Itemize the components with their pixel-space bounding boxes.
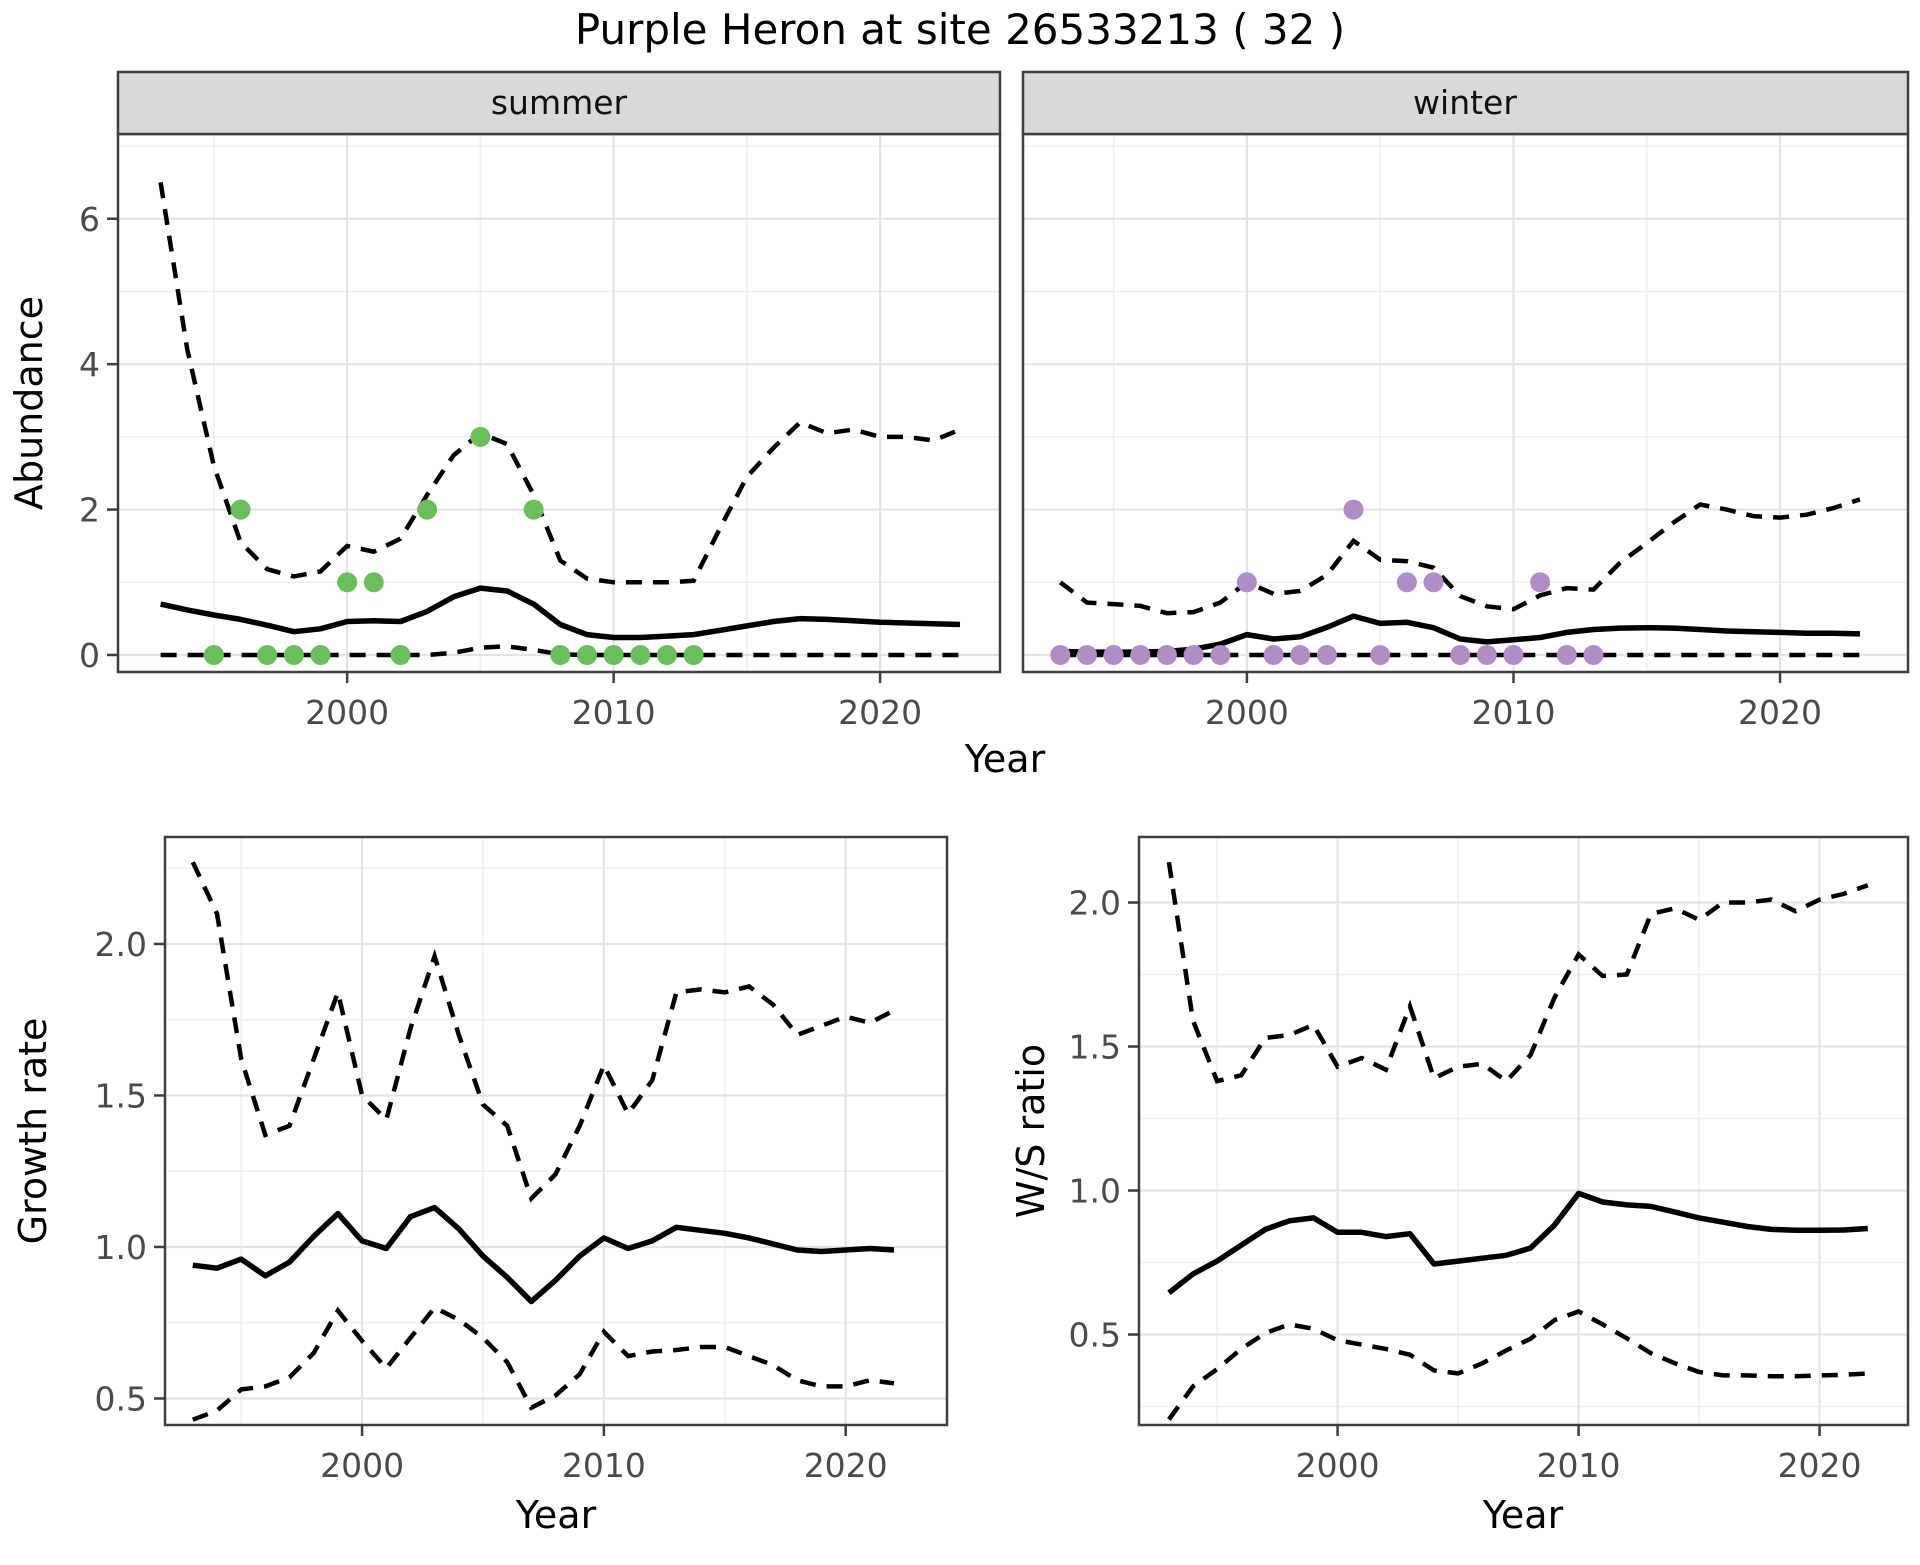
observation-point [310,645,331,665]
panel-border [1137,835,1910,1427]
x-tick-label: 2010 [1537,1446,1621,1485]
observation-point [683,645,704,665]
x-axis-title-year-growth: Year [515,1493,597,1537]
x-tick-label: 2020 [1778,1446,1862,1485]
observation-point [230,499,251,520]
panel-background [165,837,947,1425]
strip-label-winter: winter [1413,83,1517,122]
observation-point [1396,572,1417,593]
mean-line [192,1204,895,1305]
upper-ci-line [1058,497,1861,616]
observation-point [1103,645,1124,665]
y-tick-label: 1.5 [95,1076,147,1115]
strip-rect-summer [116,70,1002,136]
y-tick-label: 1.0 [1069,1172,1121,1211]
y-tick-label: 0.5 [95,1379,147,1418]
x-tick-label: 2020 [1738,693,1822,732]
observation-point [1263,645,1284,665]
strip-rect-winter [1021,70,1910,136]
y-tick-label: 6 [79,200,100,239]
observation-point [257,645,278,665]
observation-point [1423,572,1444,593]
y-tick-label: 2.0 [95,925,147,964]
observation-point [363,572,384,593]
observation-point [1583,645,1604,665]
x-axis-title-year-top: Year [964,737,1046,781]
y-axis-title-growth-rate: Growth rate [11,1018,55,1245]
observation-point [577,645,597,665]
observation-point [203,645,224,665]
observation-point [630,645,651,665]
x-tick-label: 2010 [572,693,656,732]
y-tick-label: 1.5 [1069,1028,1121,1067]
observation-point [523,499,544,520]
panel-ws-ratio: 2000 2010 2020 0.5 1.0 1.5 2.0 [1069,835,1910,1485]
mean-line [1167,1190,1868,1295]
panel-background [1023,134,1908,672]
observation-point [1503,645,1524,665]
y-tick-label: 2 [79,491,100,530]
observation-point [1236,572,1257,593]
observation-point [337,572,358,593]
y-tick-label: 2.0 [1069,884,1121,923]
panel-background [1139,837,1908,1425]
observation-point [1316,645,1337,665]
x-tick-label: 2010 [562,1446,646,1485]
observation-point [603,645,624,665]
observation-point [1370,645,1391,665]
strip-label-summer: summer [491,83,628,122]
y-tick-label: 4 [79,345,100,384]
x-tick-label: 2000 [1205,693,1289,732]
observation-point [1450,645,1471,665]
observation-point [656,645,677,665]
lower-ci-line [1167,1309,1868,1421]
y-axis-title-ws-ratio: W/S ratio [1009,1044,1053,1218]
observation-point [1556,645,1577,665]
upper-ci-line [158,182,961,585]
x-tick-label: 2000 [1296,1446,1380,1485]
panel-growth-rate: 2000 2010 2020 0.5 1.0 1.5 2.0 [95,835,949,1485]
upper-ci-line [1166,861,1869,1085]
y-tick-label: 0.5 [1069,1316,1121,1355]
observation-point [390,645,411,665]
panel-background [118,134,1000,672]
observation-point [1077,645,1097,665]
observation-point [550,645,571,665]
observation-point [1156,645,1177,665]
y-tick-label: 1.0 [95,1228,147,1267]
panels-layer: 2000 2010 2020 0 2 4 6 2000 2010 2020 2000 2010 2020… [79,132,1910,1485]
panel-abundance-summer: 2000 2010 2020 0 2 4 6 [79,132,1002,732]
y-axis-title-abundance: Abundance [7,296,51,510]
observation-point [417,499,438,520]
figure-title: Purple Heron at site 26533213 ( 32 ) [575,5,1345,54]
observation-point [470,426,491,447]
observation-point [1210,645,1231,665]
lower-ci-line [192,1304,895,1422]
x-axis-title-year-ws: Year [1482,1493,1564,1537]
panel-border [163,835,949,1427]
mean-line [160,585,961,641]
observation-point [1130,645,1151,665]
observation-point [1183,645,1204,665]
observation-point [1290,645,1311,665]
observation-point [1050,645,1071,665]
x-tick-label: 2000 [305,693,389,732]
facet-strip-summer: summer [116,70,1002,136]
y-tick-label: 0 [79,636,100,675]
x-tick-label: 2020 [838,693,922,732]
observation-point [1530,572,1551,593]
x-tick-label: 2010 [1471,693,1555,732]
x-tick-label: 2000 [320,1446,404,1485]
panel-abundance-winter: 2000 2010 2020 [1021,132,1910,732]
observation-point [1476,645,1497,665]
observation-point [283,645,304,665]
facet-strip-winter: winter [1021,70,1910,136]
observation-point [1343,499,1364,520]
x-tick-label: 2020 [804,1446,888,1485]
